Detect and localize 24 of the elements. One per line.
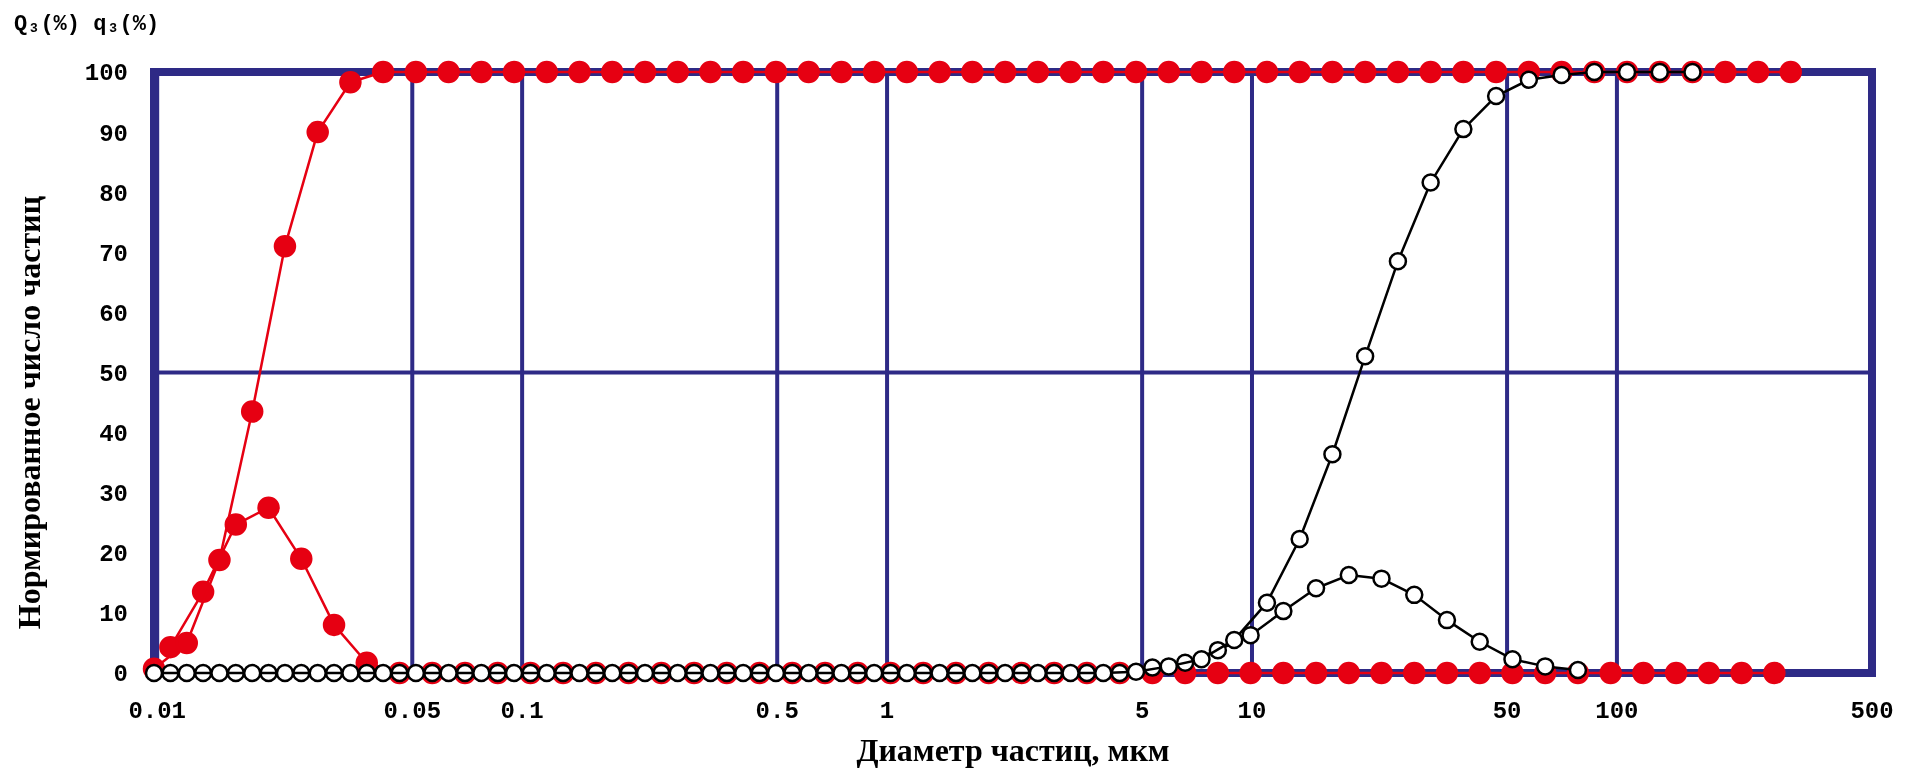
x-tick-label: 10 [1237, 698, 1267, 725]
x-tick-label: 1 [879, 698, 895, 725]
x-tick-label: 5 [1134, 698, 1150, 725]
y-axis-title: Нормированное число частиц [11, 195, 47, 630]
y-tick-label: 70 [99, 240, 128, 268]
x-tick-label: 0.01 [128, 698, 187, 725]
y-tick-label: 20 [99, 541, 128, 569]
y-tick-label: 40 [99, 421, 128, 448]
x-axis-title: Диаметр частиц, мкм [856, 732, 1170, 768]
y-tick-label: 90 [99, 120, 128, 148]
x-tick-label: 0.5 [755, 698, 799, 725]
y-tick-label: 0 [113, 661, 128, 689]
y-tick-label: 80 [99, 180, 128, 208]
y-tick-label: 10 [99, 601, 128, 629]
y-tick-label: 100 [84, 60, 128, 88]
x-tick-label: 0.1 [500, 698, 544, 725]
x-tick-label: 50 [1492, 698, 1522, 725]
y-tick-label: 50 [99, 360, 128, 388]
x-tick-label: 500 [1850, 698, 1894, 725]
text: Q₃(%) q₃(%) [14, 12, 160, 37]
y-tick-label: 30 [99, 481, 128, 509]
x-tick-label: 0.05 [383, 698, 442, 725]
y-tick-label: 60 [99, 300, 128, 328]
x-tick-label: 100 [1595, 698, 1639, 725]
